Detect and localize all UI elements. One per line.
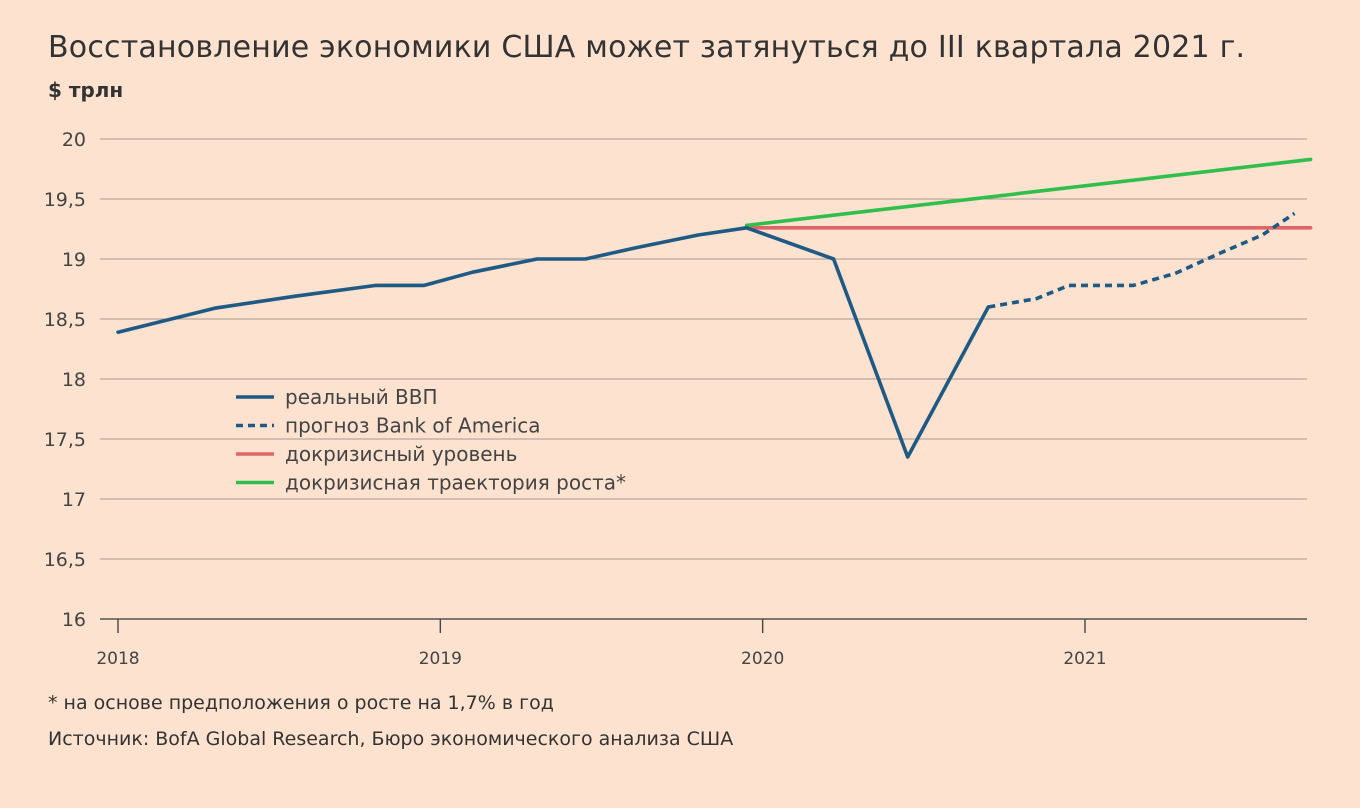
chart-title: Восстановление экономики США может затян… (48, 30, 1246, 65)
series-line (744, 157, 1313, 228)
y-tick-label: 17,5 (44, 429, 86, 451)
legend-label: реальный ВВП (285, 385, 438, 409)
series-lines (116, 157, 1313, 459)
y-tick-label: 19 (62, 249, 86, 271)
y-tick-label: 16 (62, 609, 86, 631)
y-unit-label: $ трлн (48, 78, 124, 102)
y-axis-labels: 16 16,5 17 17,5 18 18,5 19 19,5 20 (44, 129, 86, 631)
series-line (116, 226, 991, 459)
legend-label: прогноз Bank of America (285, 414, 541, 438)
legend-label: докризисная траектория роста* (285, 471, 626, 495)
footnote: * на основе предположения о росте на 1,7… (48, 692, 554, 714)
series-line (987, 211, 1296, 309)
x-tick-label: 2018 (96, 649, 139, 669)
grid (100, 138, 1307, 620)
legend-label: докризисный уровень (285, 442, 517, 466)
legend: реальный ВВП прогноз Bank of America докри… (236, 385, 626, 495)
y-tick-label: 18,5 (44, 309, 86, 331)
x-tick-label: 2019 (419, 649, 462, 669)
y-tick-label: 19,5 (44, 189, 86, 211)
source-note: Источник: BofA Global Research, Бюро эко… (48, 728, 734, 750)
x-tick-label: 2021 (1063, 649, 1106, 669)
y-tick-label: 18 (62, 369, 86, 391)
x-axis: 2018 2019 2020 2021 (96, 619, 1107, 669)
y-tick-label: 17 (62, 489, 86, 511)
x-tick-label: 2020 (741, 649, 784, 669)
y-tick-label: 20 (62, 129, 86, 151)
y-tick-label: 16,5 (44, 549, 86, 571)
